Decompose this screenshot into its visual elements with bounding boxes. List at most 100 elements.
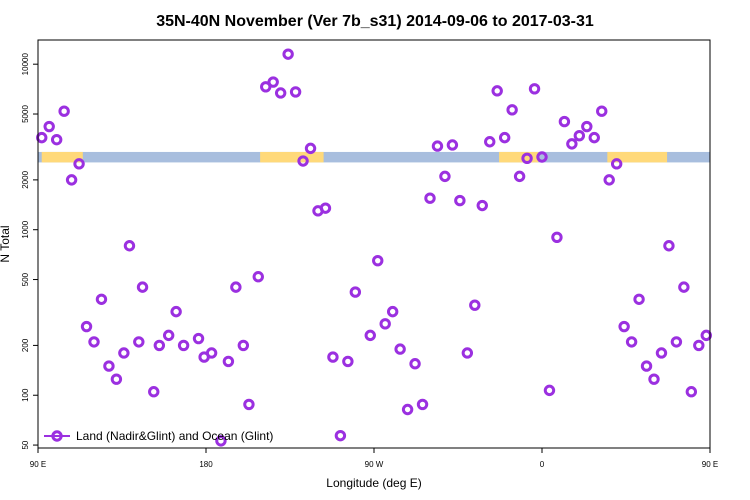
data-point bbox=[469, 299, 481, 311]
x-tick-label: 90 W bbox=[365, 460, 384, 469]
chart-title: 35N-40N November (Ver 7b_s31) 2014-09-06… bbox=[156, 13, 594, 30]
data-point bbox=[678, 281, 690, 293]
data-point bbox=[136, 281, 149, 293]
ocean-band bbox=[38, 151, 710, 163]
data-point bbox=[596, 105, 608, 117]
data-point bbox=[416, 398, 429, 411]
data-point bbox=[289, 86, 302, 98]
data-point bbox=[663, 240, 675, 252]
data-point bbox=[521, 152, 533, 165]
data-point bbox=[260, 81, 272, 93]
data-point bbox=[625, 336, 638, 348]
y-tick-label: 5000 bbox=[21, 105, 30, 123]
data-point bbox=[123, 240, 136, 252]
data-point bbox=[304, 142, 317, 155]
data-point bbox=[655, 347, 668, 359]
data-point bbox=[243, 398, 255, 411]
x-tick-label: 0 bbox=[540, 460, 545, 469]
y-tick-label: 500 bbox=[21, 272, 30, 286]
data-point bbox=[409, 358, 421, 370]
data-point bbox=[424, 192, 436, 204]
data-point bbox=[633, 293, 645, 305]
data-point bbox=[551, 231, 563, 243]
y-axis: 50 100 200 500 1000 2000 5000 10000 bbox=[21, 53, 38, 450]
plot-frame bbox=[37, 39, 711, 449]
y-axis-label: N Total bbox=[0, 225, 12, 262]
data-point bbox=[50, 133, 63, 146]
legend-label: Land (Nadir&Glint) and Ocean (Glint) bbox=[76, 429, 273, 443]
data-point bbox=[401, 403, 414, 416]
y-tick-label: 2000 bbox=[21, 170, 30, 188]
data-point bbox=[685, 386, 698, 398]
x-tick-label: 90 E bbox=[702, 460, 718, 469]
data-point bbox=[110, 373, 123, 385]
x-tick-label: 90 E bbox=[30, 460, 46, 469]
data-point bbox=[558, 115, 571, 128]
data-point bbox=[334, 429, 347, 442]
land-band-segment bbox=[260, 151, 324, 163]
data-point bbox=[528, 83, 541, 95]
data-point bbox=[618, 320, 630, 333]
data-point bbox=[566, 138, 578, 150]
data-point bbox=[215, 435, 227, 447]
data-point bbox=[297, 155, 309, 167]
data-point bbox=[386, 305, 399, 318]
data-point bbox=[88, 336, 100, 348]
data-point bbox=[170, 305, 182, 318]
data-point bbox=[230, 281, 242, 293]
data-point bbox=[282, 48, 294, 60]
data-point bbox=[237, 339, 250, 352]
data-point bbox=[454, 194, 466, 207]
data-point bbox=[118, 347, 130, 359]
legend-marker bbox=[51, 430, 63, 442]
data-point bbox=[36, 131, 48, 144]
data-point bbox=[581, 120, 593, 133]
data-point bbox=[267, 76, 279, 88]
data-point bbox=[162, 329, 175, 342]
data-point bbox=[103, 360, 115, 372]
data-point bbox=[95, 293, 108, 305]
legend: Land (Nadir&Glint) and Ocean (Glint) bbox=[44, 429, 273, 443]
data-point bbox=[670, 336, 683, 348]
data-point bbox=[274, 87, 287, 99]
data-point bbox=[603, 174, 615, 186]
data-point bbox=[177, 339, 190, 352]
data-point bbox=[491, 85, 503, 97]
x-tick-label: 180 bbox=[199, 460, 213, 469]
data-point bbox=[543, 384, 556, 397]
data-point bbox=[43, 120, 55, 133]
data-point bbox=[349, 286, 362, 298]
x-axis-label: Longitude (deg E) bbox=[326, 476, 421, 490]
data-point bbox=[319, 202, 332, 214]
plot-area bbox=[36, 48, 712, 449]
data-point bbox=[484, 136, 496, 148]
data-point bbox=[192, 332, 205, 345]
land-band-segment bbox=[41, 151, 83, 163]
data-point bbox=[379, 318, 391, 330]
data-point bbox=[148, 386, 160, 398]
y-tick-label: 100 bbox=[21, 388, 30, 402]
data-point bbox=[327, 351, 339, 363]
data-point bbox=[506, 104, 518, 116]
data-point bbox=[364, 329, 376, 342]
data-point bbox=[513, 170, 526, 183]
data-point bbox=[446, 139, 459, 151]
x-axis: 90 E 180 90 W 0 90 E bbox=[30, 448, 718, 469]
data-point bbox=[431, 140, 444, 152]
data-point bbox=[80, 320, 93, 333]
data-point bbox=[648, 373, 660, 385]
data-point bbox=[693, 339, 705, 352]
land-band-segment bbox=[499, 151, 539, 163]
data-point bbox=[342, 355, 354, 368]
data-point bbox=[65, 174, 78, 186]
data-point bbox=[252, 271, 264, 283]
data-point bbox=[700, 329, 712, 342]
data-point bbox=[498, 131, 511, 144]
data-point bbox=[536, 151, 548, 163]
data-point bbox=[476, 199, 488, 212]
data-point bbox=[372, 254, 384, 267]
data-point bbox=[439, 170, 451, 183]
data-point bbox=[461, 347, 474, 359]
y-tick-label: 1000 bbox=[21, 220, 30, 238]
